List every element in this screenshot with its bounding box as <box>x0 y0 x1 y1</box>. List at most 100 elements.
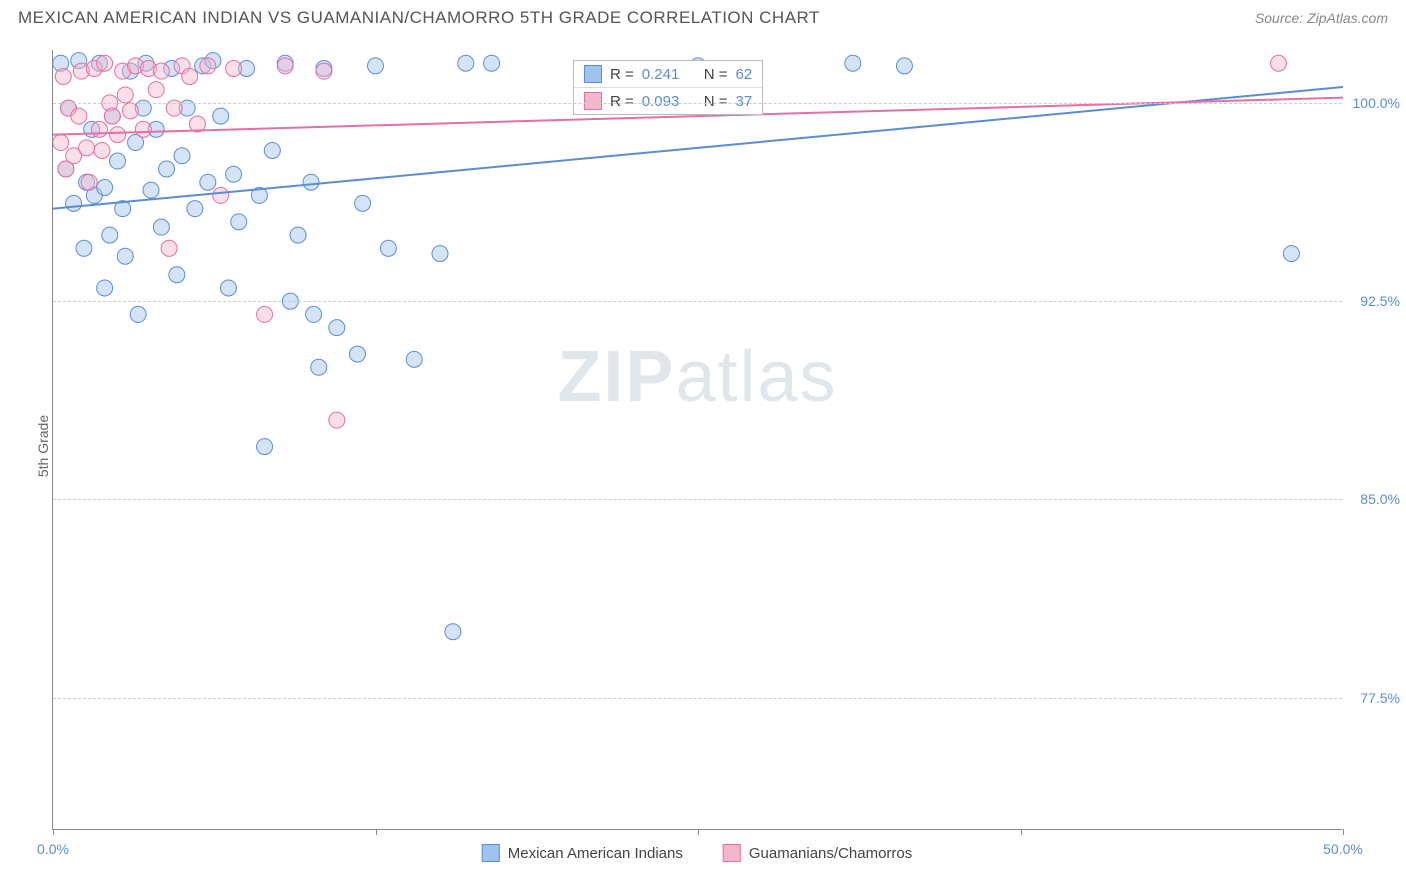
data-point <box>143 182 159 198</box>
data-point <box>226 166 242 182</box>
data-point <box>153 219 169 235</box>
plot-area: ZIPatlas R =0.241N =62R =0.093N =37 100.… <box>52 50 1342 830</box>
data-point <box>484 55 500 71</box>
data-point <box>329 412 345 428</box>
r-label: R = <box>610 93 634 110</box>
data-point <box>122 103 138 119</box>
data-point <box>355 195 371 211</box>
data-point <box>97 55 113 71</box>
n-value: 62 <box>736 66 753 83</box>
stats-row: R = 0.241 N = 62 <box>574 61 762 88</box>
data-point <box>97 179 113 195</box>
data-point <box>257 439 273 455</box>
n-value: 37 <box>736 93 753 110</box>
data-point <box>257 306 273 322</box>
correlation-stats-box: R = 0.241 N = 62 R = 0.093 N = 37 <box>573 60 763 115</box>
y-tick-label: 77.5% <box>1360 690 1400 706</box>
y-axis-label: 5th Grade <box>35 415 51 477</box>
data-point <box>213 108 229 124</box>
r-value: 0.093 <box>642 93 696 110</box>
data-point <box>110 127 126 143</box>
data-point <box>213 187 229 203</box>
data-point <box>290 227 306 243</box>
x-tick <box>1021 829 1022 835</box>
data-point <box>200 174 216 190</box>
gridline <box>53 499 1342 500</box>
data-point <box>316 63 332 79</box>
data-point <box>169 267 185 283</box>
data-point <box>277 58 293 74</box>
gridline <box>53 301 1342 302</box>
legend-item: Guamanians/Chamorros <box>723 844 912 862</box>
data-point <box>71 108 87 124</box>
data-point <box>311 359 327 375</box>
scatter-plot <box>53 50 1343 830</box>
data-point <box>102 227 118 243</box>
data-point <box>94 142 110 158</box>
data-point <box>1271 55 1287 71</box>
data-point <box>406 351 422 367</box>
data-point <box>896 58 912 74</box>
data-point <box>226 61 242 77</box>
stats-row: R = 0.093 N = 37 <box>574 88 762 114</box>
data-point <box>174 148 190 164</box>
data-point <box>432 246 448 262</box>
r-label: R = <box>610 66 634 83</box>
data-point <box>187 201 203 217</box>
data-point <box>66 195 82 211</box>
legend-label: Guamanians/Chamorros <box>749 845 912 862</box>
data-point <box>231 214 247 230</box>
chart-title: MEXICAN AMERICAN INDIAN VS GUAMANIAN/CHA… <box>18 8 820 28</box>
data-point <box>303 174 319 190</box>
legend-item: Mexican American Indians <box>482 844 683 862</box>
x-tick-label: 50.0% <box>1323 841 1363 857</box>
data-point <box>135 121 151 137</box>
data-point <box>55 68 71 84</box>
data-point <box>76 240 92 256</box>
data-point <box>91 121 107 137</box>
x-tick <box>53 829 54 835</box>
data-point <box>220 280 236 296</box>
gridline <box>53 103 1342 104</box>
x-tick <box>698 829 699 835</box>
data-point <box>200 58 216 74</box>
data-point <box>458 55 474 71</box>
data-point <box>130 306 146 322</box>
data-point <box>110 153 126 169</box>
data-point <box>104 108 120 124</box>
data-point <box>1283 246 1299 262</box>
x-tick <box>1343 829 1344 835</box>
data-point <box>81 174 97 190</box>
data-point <box>148 82 164 98</box>
legend-label: Mexican American Indians <box>508 845 683 862</box>
chart-container: ZIPatlas R =0.241N =62R =0.093N =37 100.… <box>52 50 1342 830</box>
n-label: N = <box>704 66 728 83</box>
y-tick-label: 92.5% <box>1360 293 1400 309</box>
series-swatch <box>584 65 602 83</box>
series-swatch <box>584 92 602 110</box>
data-point <box>445 624 461 640</box>
data-point <box>117 87 133 103</box>
legend-swatch <box>723 844 741 862</box>
data-point <box>182 68 198 84</box>
data-point <box>368 58 384 74</box>
legend-swatch <box>482 844 500 862</box>
data-point <box>79 140 95 156</box>
r-value: 0.241 <box>642 66 696 83</box>
n-label: N = <box>704 93 728 110</box>
data-point <box>117 248 133 264</box>
data-point <box>97 280 113 296</box>
source-attribution: Source: ZipAtlas.com <box>1255 10 1388 26</box>
data-point <box>159 161 175 177</box>
data-point <box>349 346 365 362</box>
data-point <box>845 55 861 71</box>
y-tick-label: 100.0% <box>1353 95 1400 111</box>
data-point <box>380 240 396 256</box>
data-point <box>161 240 177 256</box>
y-tick-label: 85.0% <box>1360 491 1400 507</box>
data-point <box>153 63 169 79</box>
data-point <box>264 142 280 158</box>
data-point <box>329 320 345 336</box>
data-point <box>306 306 322 322</box>
data-point <box>53 135 69 151</box>
